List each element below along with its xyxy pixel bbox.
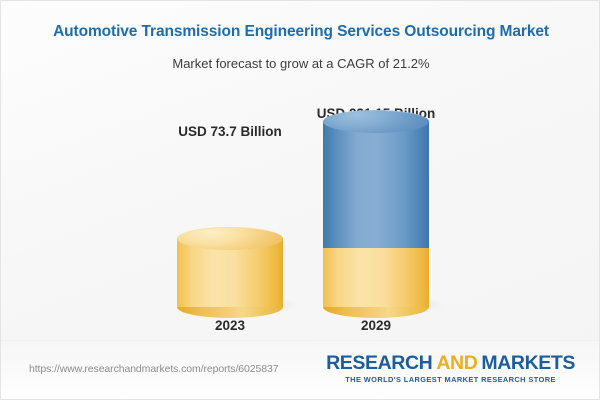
logo-wordmark: RESEARCH AND MARKETS: [326, 353, 575, 373]
cylinder-2029: [323, 110, 443, 318]
cylinder-segment-base-2023: [177, 227, 283, 318]
footer: https://www.researchandmarkets.com/repor…: [1, 340, 599, 399]
bar-group-2029[interactable]: USD 231.15 Billion 2029: [317, 86, 443, 341]
bar-group-2023[interactable]: USD 73.7 Billion 2023: [177, 86, 297, 341]
logo-word-and: AND: [436, 352, 478, 374]
plot-area: USD 73.7 Billion 2023 USD 231.15 Billion: [1, 86, 599, 341]
cylinder-body: [323, 248, 429, 307]
x-axis-label-2023: 2023: [214, 318, 246, 333]
cylinder-top-cap: [177, 227, 283, 250]
cylinder-segment-growth-2029: [323, 110, 429, 248]
x-axis-label-2029: 2029: [360, 318, 392, 333]
cylinder-body: [323, 121, 429, 248]
value-label-2023: USD 73.7 Billion: [178, 124, 282, 139]
report-url-link[interactable]: https://www.researchandmarkets.com/repor…: [29, 363, 279, 375]
cylinder-top-cap: [323, 110, 429, 133]
page-title: Automotive Transmission Engineering Serv…: [53, 23, 549, 40]
cylinder-2023: [177, 227, 297, 318]
logo-word-markets: MARKETS: [481, 352, 575, 374]
logo-tagline: THE WORLD'S LARGEST MARKET RESEARCH STOR…: [345, 375, 556, 385]
research-and-markets-logo[interactable]: RESEARCH AND MARKETS THE WORLD'S LARGEST M…: [326, 353, 575, 385]
cylinder-segment-base-2029: [323, 248, 429, 318]
chart-subtitle: Market forecast to grow at a CAGR of 21.…: [172, 56, 430, 71]
logo-word-research: RESEARCH: [326, 352, 433, 374]
